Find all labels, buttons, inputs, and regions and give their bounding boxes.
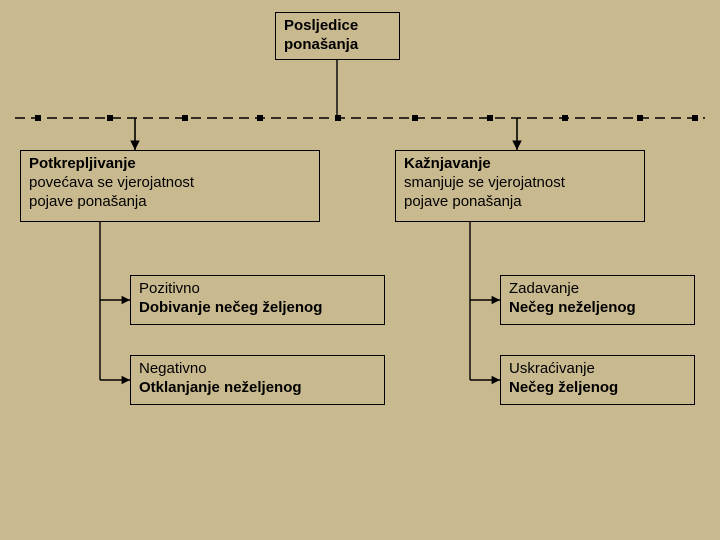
reinforcement-line3: pojave ponašanja <box>29 193 311 212</box>
reinforcement-title: Potkrepljivanje <box>29 155 311 174</box>
punishment-title: Kažnjavanje <box>404 155 636 174</box>
negative-line1: Negativno <box>139 360 376 379</box>
punishment-line2: smanjuje se vjerojatnost <box>404 174 636 193</box>
node-punishment: Kažnjavanje smanjuje se vjerojatnost poj… <box>395 150 645 222</box>
node-positive-punishment: Zadavanje Nečeg neželjenog <box>500 275 695 325</box>
node-root: Posljedice ponašanja <box>275 12 400 60</box>
diagram-canvas: Posljedice ponašanja Potkrepljivanje pov… <box>0 0 720 540</box>
give-line1: Zadavanje <box>509 280 686 299</box>
positive-line1: Pozitivno <box>139 280 376 299</box>
root-subtitle: ponašanja <box>284 36 391 55</box>
reinforcement-line2: povećava se vjerojatnost <box>29 174 311 193</box>
root-title: Posljedice <box>284 17 391 36</box>
withhold-line1: Uskraćivanje <box>509 360 686 379</box>
node-reinforcement: Potkrepljivanje povećava se vjerojatnost… <box>20 150 320 222</box>
positive-line2: Dobivanje nečeg željenog <box>139 299 376 318</box>
node-negative-reinforcement: Negativno Otklanjanje neželjenog <box>130 355 385 405</box>
node-positive-reinforcement: Pozitivno Dobivanje nečeg željenog <box>130 275 385 325</box>
connectors-layer <box>0 0 720 540</box>
withhold-line2: Nečeg željenog <box>509 379 686 398</box>
negative-line2: Otklanjanje neželjenog <box>139 379 376 398</box>
give-line2: Nečeg neželjenog <box>509 299 686 318</box>
punishment-line3: pojave ponašanja <box>404 193 636 212</box>
node-negative-punishment: Uskraćivanje Nečeg željenog <box>500 355 695 405</box>
